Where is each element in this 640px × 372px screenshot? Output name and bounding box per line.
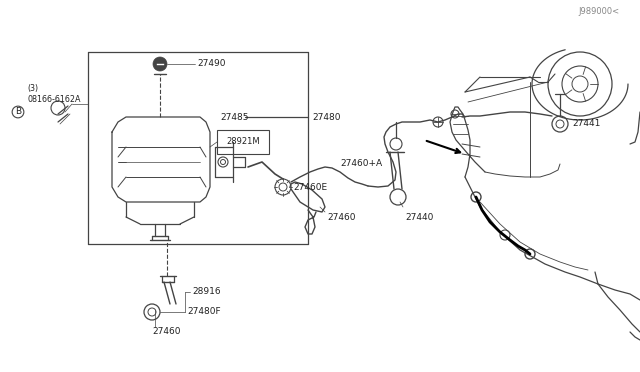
Text: 27460: 27460 [327, 212, 355, 221]
Circle shape [153, 57, 167, 71]
FancyBboxPatch shape [217, 130, 269, 154]
Text: 27480F: 27480F [187, 308, 221, 317]
Text: (3): (3) [27, 83, 38, 93]
Text: 27490: 27490 [197, 60, 225, 68]
Text: 27440: 27440 [405, 212, 433, 221]
Text: 28916: 28916 [192, 288, 221, 296]
Text: 27441: 27441 [572, 119, 600, 128]
Text: 27460+A: 27460+A [340, 160, 382, 169]
Text: 08166-6162A: 08166-6162A [27, 96, 81, 105]
Text: J989000<: J989000< [579, 7, 620, 16]
Text: 27460: 27460 [152, 327, 180, 337]
Text: 27460E: 27460E [293, 183, 327, 192]
Text: 27480: 27480 [312, 112, 340, 122]
Text: 27485: 27485 [220, 112, 248, 122]
Text: 28921M: 28921M [226, 138, 260, 147]
Text: B: B [15, 108, 21, 116]
